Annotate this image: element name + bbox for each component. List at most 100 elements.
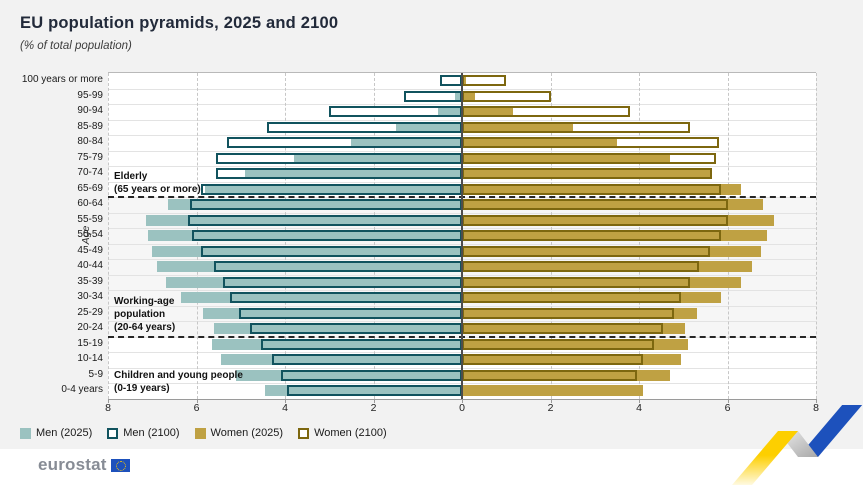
age-label: 85-89 [77,120,103,132]
bar-women-2100 [462,369,637,381]
x-axis-tick-label: 6 [724,402,731,414]
age-label: 35-39 [77,275,103,287]
age-label: 100 years or more [21,74,103,85]
bar-men-2025 [205,183,462,195]
age-axis-labels: 100 years or more 95-99 90-94 85-89 80-84 75-… [0,72,103,398]
bar-women-2025 [462,354,682,365]
bar-men-2100-underlay [439,75,462,86]
bar-women-2025 [462,90,476,102]
age-label: 10-14 [77,353,103,364]
legend-label: Men (2100) [123,427,180,439]
bar-men-2100 [238,307,462,319]
bar-men-2100 [267,121,462,133]
x-axis-tick-label: 8 [105,402,111,414]
bar-women-2025 [462,292,721,303]
bar-women-2100-underlay [462,90,551,102]
gridline [108,73,109,399]
annotation-line: (65 years or more) [114,184,201,195]
bar-women-2025 [462,307,697,319]
bar-men-2100-underlay [329,106,462,117]
zigzag-yellow-band [732,431,798,485]
bar-men-2100 [200,245,462,257]
x-axis-tick [373,399,375,403]
bar-men-2025 [293,152,462,164]
bar-women-2025 [462,245,761,257]
bar-women-2100 [462,276,690,288]
bar-women-2100 [462,214,728,226]
x-axis-tick-label: 8 [813,402,819,414]
bar-men-2100 [271,354,462,365]
annotation-line: (20-64 years) [114,322,176,333]
bar-men-2025 [167,199,462,210]
gridline [816,73,817,399]
bar-women-2025 [462,152,670,164]
bar-women-2100 [462,245,710,257]
bar-men-2025 [145,214,462,226]
bar-women-2025 [462,214,774,226]
bar-women-2100 [462,106,631,117]
bar-men-2100 [287,385,462,396]
bar-women-2100 [462,90,551,102]
x-axis-tick [816,399,817,403]
legend-item-men-2100-: Men (2100) [107,427,180,439]
age-label: 65-69 [77,182,103,194]
bar-men-2025 [395,121,462,133]
bar-men-2100-underlay [227,137,462,148]
eu-stars-icon [115,460,126,471]
legend-item-women-2100-: Women (2100) [298,427,387,439]
age-label: 5-9 [88,368,103,380]
x-axis-tick [727,399,729,403]
legend-swatch-icon [194,427,206,439]
age-label: 95-99 [77,89,103,101]
bar-men-2100 [329,106,462,117]
bar-men-2025 [437,106,462,117]
bar-women-2100 [462,323,664,334]
bar-women-2100 [462,152,717,164]
plot-area: Elderly (65 years or more) Working-age popu… [108,72,817,403]
legend-swatch-icon [107,427,119,439]
zero-axis-line [461,73,463,399]
age-label: 70-74 [77,167,103,178]
bar-women-2025 [462,183,741,195]
annotation-line: population [114,309,166,320]
bar-men-2025 [156,261,462,272]
section-annotation: Children and young people (0-19 years) [114,369,243,395]
legend-swatch-icon [20,427,31,439]
bar-men-2025 [147,230,462,241]
bar-women-2100 [462,121,690,133]
bar-men-2100 [189,199,462,210]
bar-women-2025 [462,230,768,241]
eurostat-zigzag-decoration [732,405,863,485]
x-axis-tick-label: 4 [636,402,642,414]
age-label: 40-44 [77,260,103,271]
x-axis-tick [196,399,198,403]
bar-women-2025 [462,261,752,272]
bar-women-2025 [462,385,644,396]
age-label: 80-84 [77,136,103,147]
bar-men-2025 [351,137,462,148]
x-axis-tick [108,399,109,403]
bar-men-2100 [404,90,462,102]
age-label: 20-24 [77,322,103,333]
legend-label: Men (2025) [36,427,93,439]
bar-women-2025 [462,369,670,381]
bar-men-2100 [187,214,462,226]
bar-men-2025 [211,338,462,350]
bar-women-2100 [462,199,728,210]
age-label: 0-4 years [61,384,103,395]
bar-men-2100 [200,183,462,195]
bar-men-2025 [245,168,462,179]
bar-men-2025 [236,369,462,381]
bar-men-2025 [214,323,462,334]
legend-label: Women (2025) [210,427,284,439]
bar-women-2100 [462,292,682,303]
page-title: EU population pyramids, 2025 and 2100 [20,14,339,32]
legend-label: Women (2100) [314,427,387,439]
bar-men-2100 [260,338,462,350]
bar-men-2025 [265,385,462,396]
bar-men-2100 [223,276,462,288]
bar-women-2100 [462,307,675,319]
x-axis-tick [285,399,286,403]
bar-women-2025 [462,106,513,117]
